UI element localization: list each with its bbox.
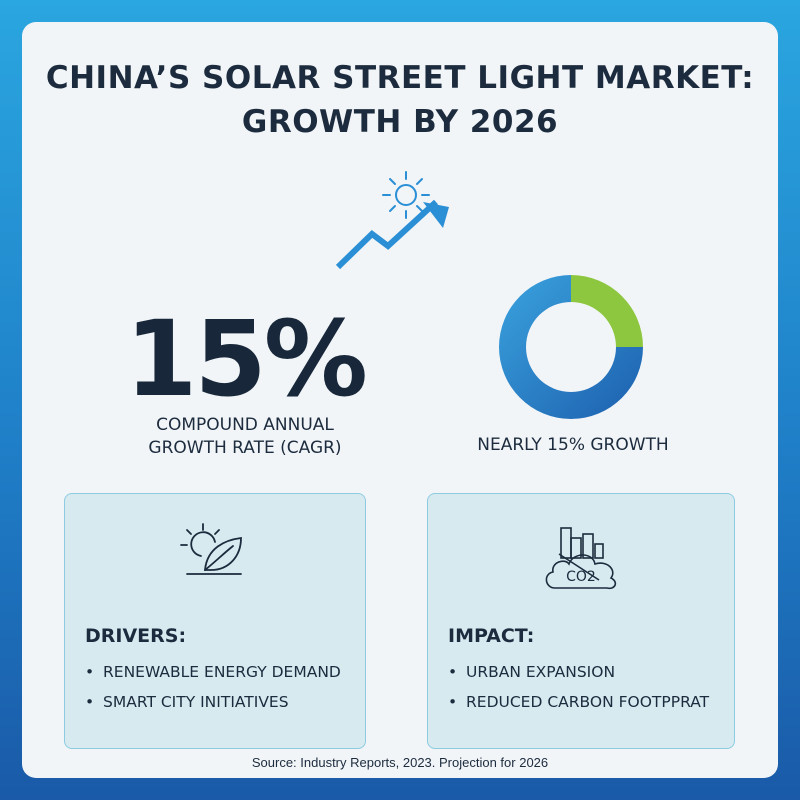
drivers-panel: DRIVERS: • RENEWABLE ENERGY DEMAND • SMART… (64, 493, 366, 749)
donut-segment (571, 275, 643, 347)
donut-segment (499, 275, 643, 419)
list-item-text: URBAN EXPANSION (466, 663, 616, 681)
list-item: • URBAN EXPANSION (448, 657, 709, 687)
list-item-text: REDUCED CARBON FOOTPPRAT (466, 693, 710, 711)
list-item-text: RENEWABLE ENERGY DEMAND (103, 663, 341, 681)
list-item: • RENEWABLE ENERGY DEMAND (85, 657, 341, 687)
title-line-2: GROWTH BY 2026 (241, 104, 559, 140)
page-title: CHINA’S SOLAR STREET LIGHT MARKET: GROWT… (22, 56, 778, 144)
drivers-list: • RENEWABLE ENERGY DEMAND • SMART CITY INI… (85, 657, 341, 717)
cagr-label-line-1: COMPOUND ANNUAL (156, 415, 334, 435)
co2-label: CO2 (566, 569, 596, 585)
bullet-icon: • (448, 663, 458, 681)
bullet-icon: • (85, 693, 95, 711)
cagr-value: 15% (125, 298, 368, 420)
drivers-heading: DRIVERS: (85, 625, 187, 647)
bullet-icon: • (448, 693, 458, 711)
sun-leaf-icon (180, 523, 242, 575)
infographic-card: CHINA’S SOLAR STREET LIGHT MARKET: GROWT… (22, 22, 778, 778)
impact-panel: CO2 IMPACT: • URBAN EXPANSION • REDUCED CA… (427, 493, 735, 749)
sun-trend-arrow-icon (335, 171, 449, 270)
cagr-label: COMPOUND ANNUAL GROWTH RATE (CAGR) (125, 414, 365, 460)
city-co2-cloud-icon: CO2 (545, 527, 617, 590)
donut-label: NEARLY 15% GROWTH (477, 435, 669, 455)
source-note: Source: Industry Reports, 2023. Projecti… (251, 755, 549, 770)
title-line-1: CHINA’S SOLAR STREET LIGHT MARKET: (45, 60, 755, 96)
list-item: • SMART CITY INITIATIVES (85, 687, 341, 717)
cagr-label-line-2: GROWTH RATE (CAGR) (148, 438, 342, 458)
list-item: • REDUCED CARBON FOOTPPRAT (448, 687, 709, 717)
impact-list: • URBAN EXPANSION • REDUCED CARBON FOOTPPR… (448, 657, 709, 717)
growth-donut (499, 275, 643, 419)
impact-heading: IMPACT: (448, 625, 535, 647)
list-item-text: SMART CITY INITIATIVES (103, 693, 289, 711)
bullet-icon: • (85, 663, 95, 681)
